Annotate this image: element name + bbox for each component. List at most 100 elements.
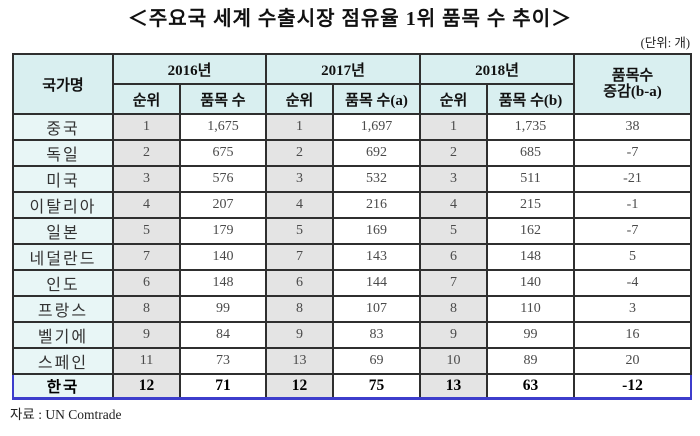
change-cell: -12 (573, 373, 692, 400)
rank-cell: 1 (419, 113, 488, 141)
country-cell: 중국 (12, 113, 114, 141)
items-cell: 83 (332, 321, 421, 349)
header-country: 국가명 (12, 53, 114, 115)
items-cell: 148 (179, 269, 267, 297)
rank-cell: 5 (265, 217, 334, 245)
rank-cell: 3 (265, 165, 334, 193)
rank-cell: 6 (419, 243, 488, 271)
rank-cell: 11 (112, 347, 181, 375)
items-cell: 148 (486, 243, 575, 271)
unit-note: (단위: 개) (640, 36, 690, 50)
country-cell: 스페인 (12, 347, 114, 375)
rank-cell: 4 (419, 191, 488, 219)
items-cell: 107 (332, 295, 421, 323)
table-row: 스페인 11 73 13 69 10 89 20 (12, 347, 692, 375)
rank-cell: 5 (112, 217, 181, 245)
items-cell: 73 (179, 347, 267, 375)
country-cell: 인도 (12, 269, 114, 297)
rank-cell: 1 (112, 113, 181, 141)
rank-cell: 3 (419, 165, 488, 193)
rank-cell: 8 (112, 295, 181, 323)
header-year-2016: 2016년 (112, 53, 267, 85)
items-cell: 576 (179, 165, 267, 193)
rank-cell: 9 (265, 321, 334, 349)
items-cell: 216 (332, 191, 421, 219)
country-cell: 프랑스 (12, 295, 114, 323)
country-cell: 벨기에 (12, 321, 114, 349)
header-rank-2017: 순위 (265, 83, 334, 115)
rank-cell: 9 (419, 321, 488, 349)
rank-cell: 10 (419, 347, 488, 375)
source-note: 자료 : UN Comtrade (10, 407, 122, 422)
items-cell: 99 (486, 321, 575, 349)
items-cell: 511 (486, 165, 575, 193)
page-title: ＜주요국 세계 수출시장 점유율 1위 품목 수 추이＞ (127, 8, 573, 30)
change-cell: 38 (573, 113, 692, 141)
rank-cell: 7 (265, 243, 334, 271)
items-cell: 675 (179, 139, 267, 167)
header-change-line1: 품목수 (611, 67, 654, 84)
export-items-table: 국가명 2016년 2017년 2018년 품목수 증감(b-a) 순위 품목 … (12, 53, 692, 400)
country-cell: 미국 (12, 165, 114, 193)
table-row: 프랑스 8 99 8 107 8 110 3 (12, 295, 692, 323)
table-row: 독일 2 675 2 692 2 685 -7 (12, 139, 692, 167)
items-cell: 207 (179, 191, 267, 219)
change-cell: -7 (573, 139, 692, 167)
table-row: 중국 1 1,675 1 1,697 1 1,735 38 (12, 113, 692, 141)
change-cell: -1 (573, 191, 692, 219)
table-row-korea-highlighted: 한국 12 71 12 75 13 63 -12 (12, 373, 692, 400)
header-change: 품목수 증감(b-a) (573, 53, 692, 115)
rank-cell: 6 (265, 269, 334, 297)
items-cell: 69 (332, 347, 421, 375)
rank-cell: 13 (419, 373, 488, 400)
header-row-years: 국가명 2016년 2017년 2018년 품목수 증감(b-a) (12, 53, 692, 115)
change-cell: -4 (573, 269, 692, 297)
rank-cell: 12 (112, 373, 181, 400)
items-cell: 84 (179, 321, 267, 349)
change-cell: 20 (573, 347, 692, 375)
items-cell: 179 (179, 217, 267, 245)
rank-cell: 3 (112, 165, 181, 193)
header-items-2016: 품목 수 (179, 83, 267, 115)
rank-cell: 2 (112, 139, 181, 167)
items-cell: 1,697 (332, 113, 421, 141)
table-row: 미국 3 576 3 532 3 511 -21 (12, 165, 692, 193)
rank-cell: 4 (265, 191, 334, 219)
header-rank-2016: 순위 (112, 83, 181, 115)
items-cell: 169 (332, 217, 421, 245)
rank-cell: 5 (419, 217, 488, 245)
change-cell: 16 (573, 321, 692, 349)
rank-cell: 8 (419, 295, 488, 323)
items-cell: 140 (486, 269, 575, 297)
rank-cell: 6 (112, 269, 181, 297)
header-year-2018: 2018년 (419, 53, 575, 85)
items-cell: 63 (486, 373, 575, 400)
rank-cell: 13 (265, 347, 334, 375)
items-cell: 692 (332, 139, 421, 167)
rank-cell: 9 (112, 321, 181, 349)
items-cell: 110 (486, 295, 575, 323)
items-cell: 532 (332, 165, 421, 193)
rank-cell: 12 (265, 373, 334, 400)
header-row-sub: 순위 품목 수 순위 품목 수(a) 순위 품목 수(b) (13, 83, 691, 115)
items-cell: 140 (179, 243, 267, 271)
items-cell: 1,675 (179, 113, 267, 141)
rank-cell: 1 (265, 113, 334, 141)
rank-cell: 7 (419, 269, 488, 297)
rank-cell: 4 (112, 191, 181, 219)
rank-cell: 2 (419, 139, 488, 167)
items-cell: 99 (179, 295, 267, 323)
items-cell: 75 (332, 373, 421, 400)
rank-cell: 2 (265, 139, 334, 167)
country-cell: 한국 (12, 373, 114, 400)
country-cell: 네덜란드 (12, 243, 114, 271)
header-change-line2: 증감(b-a) (603, 84, 662, 100)
items-cell: 143 (332, 243, 421, 271)
country-cell: 일본 (12, 217, 114, 245)
country-cell: 이탈리아 (12, 191, 114, 219)
items-cell: 144 (332, 269, 421, 297)
rank-cell: 8 (265, 295, 334, 323)
table-row: 이탈리아 4 207 4 216 4 215 -1 (12, 191, 692, 219)
items-cell: 162 (486, 217, 575, 245)
